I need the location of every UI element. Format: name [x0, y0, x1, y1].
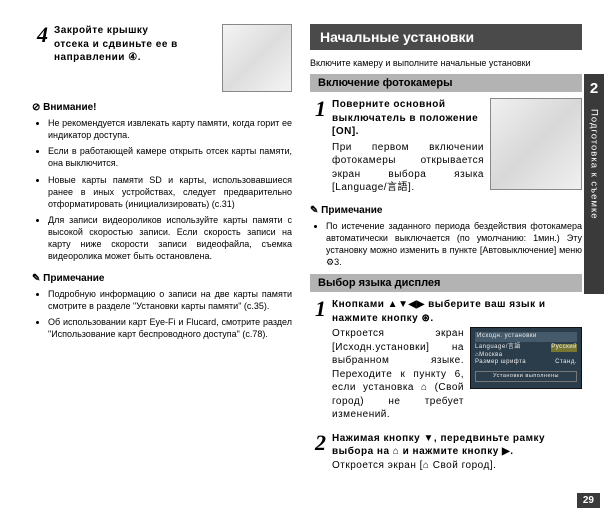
step-text: Кнопками ▲▼◀▶ выберите ваш язык и нажмит… [332, 298, 582, 422]
p1-body: При первом включении фотокамеры открывае… [332, 141, 484, 195]
page-left: 4 Закройте крышку отсека и сдвиньте ее в… [0, 0, 302, 512]
lang-step-1: 1 Кнопками ▲▼◀▶ выберите ваш язык и нажм… [310, 298, 582, 422]
note-item: Подробную информацию о записи на две кар… [48, 288, 292, 312]
osd-row1-r: Русский [551, 344, 577, 352]
step-number: 4 [32, 24, 48, 92]
section-language: Выбор языка дисплея [310, 274, 582, 292]
page-number: 29 [577, 493, 600, 508]
caution-item: Новые карты памяти SD и карты, использов… [48, 174, 292, 210]
close-cover-illustration [222, 24, 292, 92]
lang-step-2: 2 Нажимая кнопку ▼, передвиньте рамку вы… [310, 432, 582, 473]
poweron-step-1: 1 Поверните основной выключатель в полож… [310, 98, 582, 195]
osd-row3-r: Станд. [555, 359, 577, 367]
step-number: 2 [310, 432, 326, 473]
lang1-body: Откроется экран [Исходн.установки] на вы… [332, 327, 464, 422]
p1-line-c: [ON]. [332, 126, 359, 137]
caution-item: Если в работающей камере открыть отсек к… [48, 145, 292, 169]
step-text: Поверните основной выключатель в положен… [332, 98, 484, 195]
page-right: Начальные установки Включите камеру и вы… [302, 0, 604, 512]
chapter-tab: 2 Подготовка к съемке [584, 74, 604, 294]
caution-item: Не рекомендуется извлекать карту памяти,… [48, 117, 292, 141]
note-item: По истечение заданного периода бездейств… [326, 220, 582, 269]
step-number: 1 [310, 98, 326, 195]
osd-row1-l: Language/言語 [475, 344, 521, 352]
note-heading-right: Примечание [310, 205, 582, 216]
step-4: 4 Закройте крышку отсека и сдвиньте ее в… [32, 24, 292, 92]
p1-line-a: Поверните основной [332, 99, 446, 110]
p1-line-b: выключатель в положение [332, 113, 478, 124]
camera-on-illustration [490, 98, 582, 190]
caution-heading: Внимание! [32, 102, 292, 113]
section-power-on: Включение фотокамеры [310, 74, 582, 92]
lang2-bold: Нажимая кнопку ▼, передвиньте рамку выбо… [332, 433, 545, 458]
lang2-body: Откроется экран [⌂ Свой город]. [332, 459, 582, 473]
note-item: Об использовании карт Eye-Fi и Flucard, … [48, 316, 292, 340]
step-text: Нажимая кнопку ▼, передвиньте рамку выбо… [332, 432, 582, 473]
osd-row2: ⌂Москва [475, 352, 577, 360]
step4-line-b: отсека и сдвиньте ее в [54, 39, 178, 50]
note-heading-left: Примечание [32, 273, 292, 284]
caution-item: Для записи видеороликов используйте карт… [48, 214, 292, 263]
lang1-bold: Кнопками ▲▼◀▶ выберите ваш язык и нажмит… [332, 299, 546, 324]
note-list-right: По истечение заданного периода бездейств… [326, 220, 582, 269]
note-list-left: Подробную информацию о записи на две кар… [48, 288, 292, 341]
step4-line-c: направлении ④. [54, 52, 141, 63]
step4-line-a: Закройте крышку [54, 25, 149, 36]
chapter-title: Подготовка к съемке [589, 109, 600, 219]
intro-text: Включите камеру и выполните начальные ус… [310, 58, 582, 68]
osd-confirm: Установки выполнены [475, 371, 577, 382]
step-number: 1 [310, 298, 326, 320]
step-text: Закройте крышку отсека и сдвиньте ее в н… [54, 24, 216, 92]
osd-title: Исходн. установки [475, 332, 577, 342]
main-heading: Начальные установки [310, 24, 582, 50]
chapter-number: 2 [584, 80, 604, 97]
caution-list: Не рекомендуется извлекать карту памяти,… [48, 117, 292, 263]
osd-row3-l: Размер шрифта [475, 359, 526, 367]
osd-initial-settings: Исходн. установки Language/言語 Русский ⌂Мо… [470, 327, 582, 389]
